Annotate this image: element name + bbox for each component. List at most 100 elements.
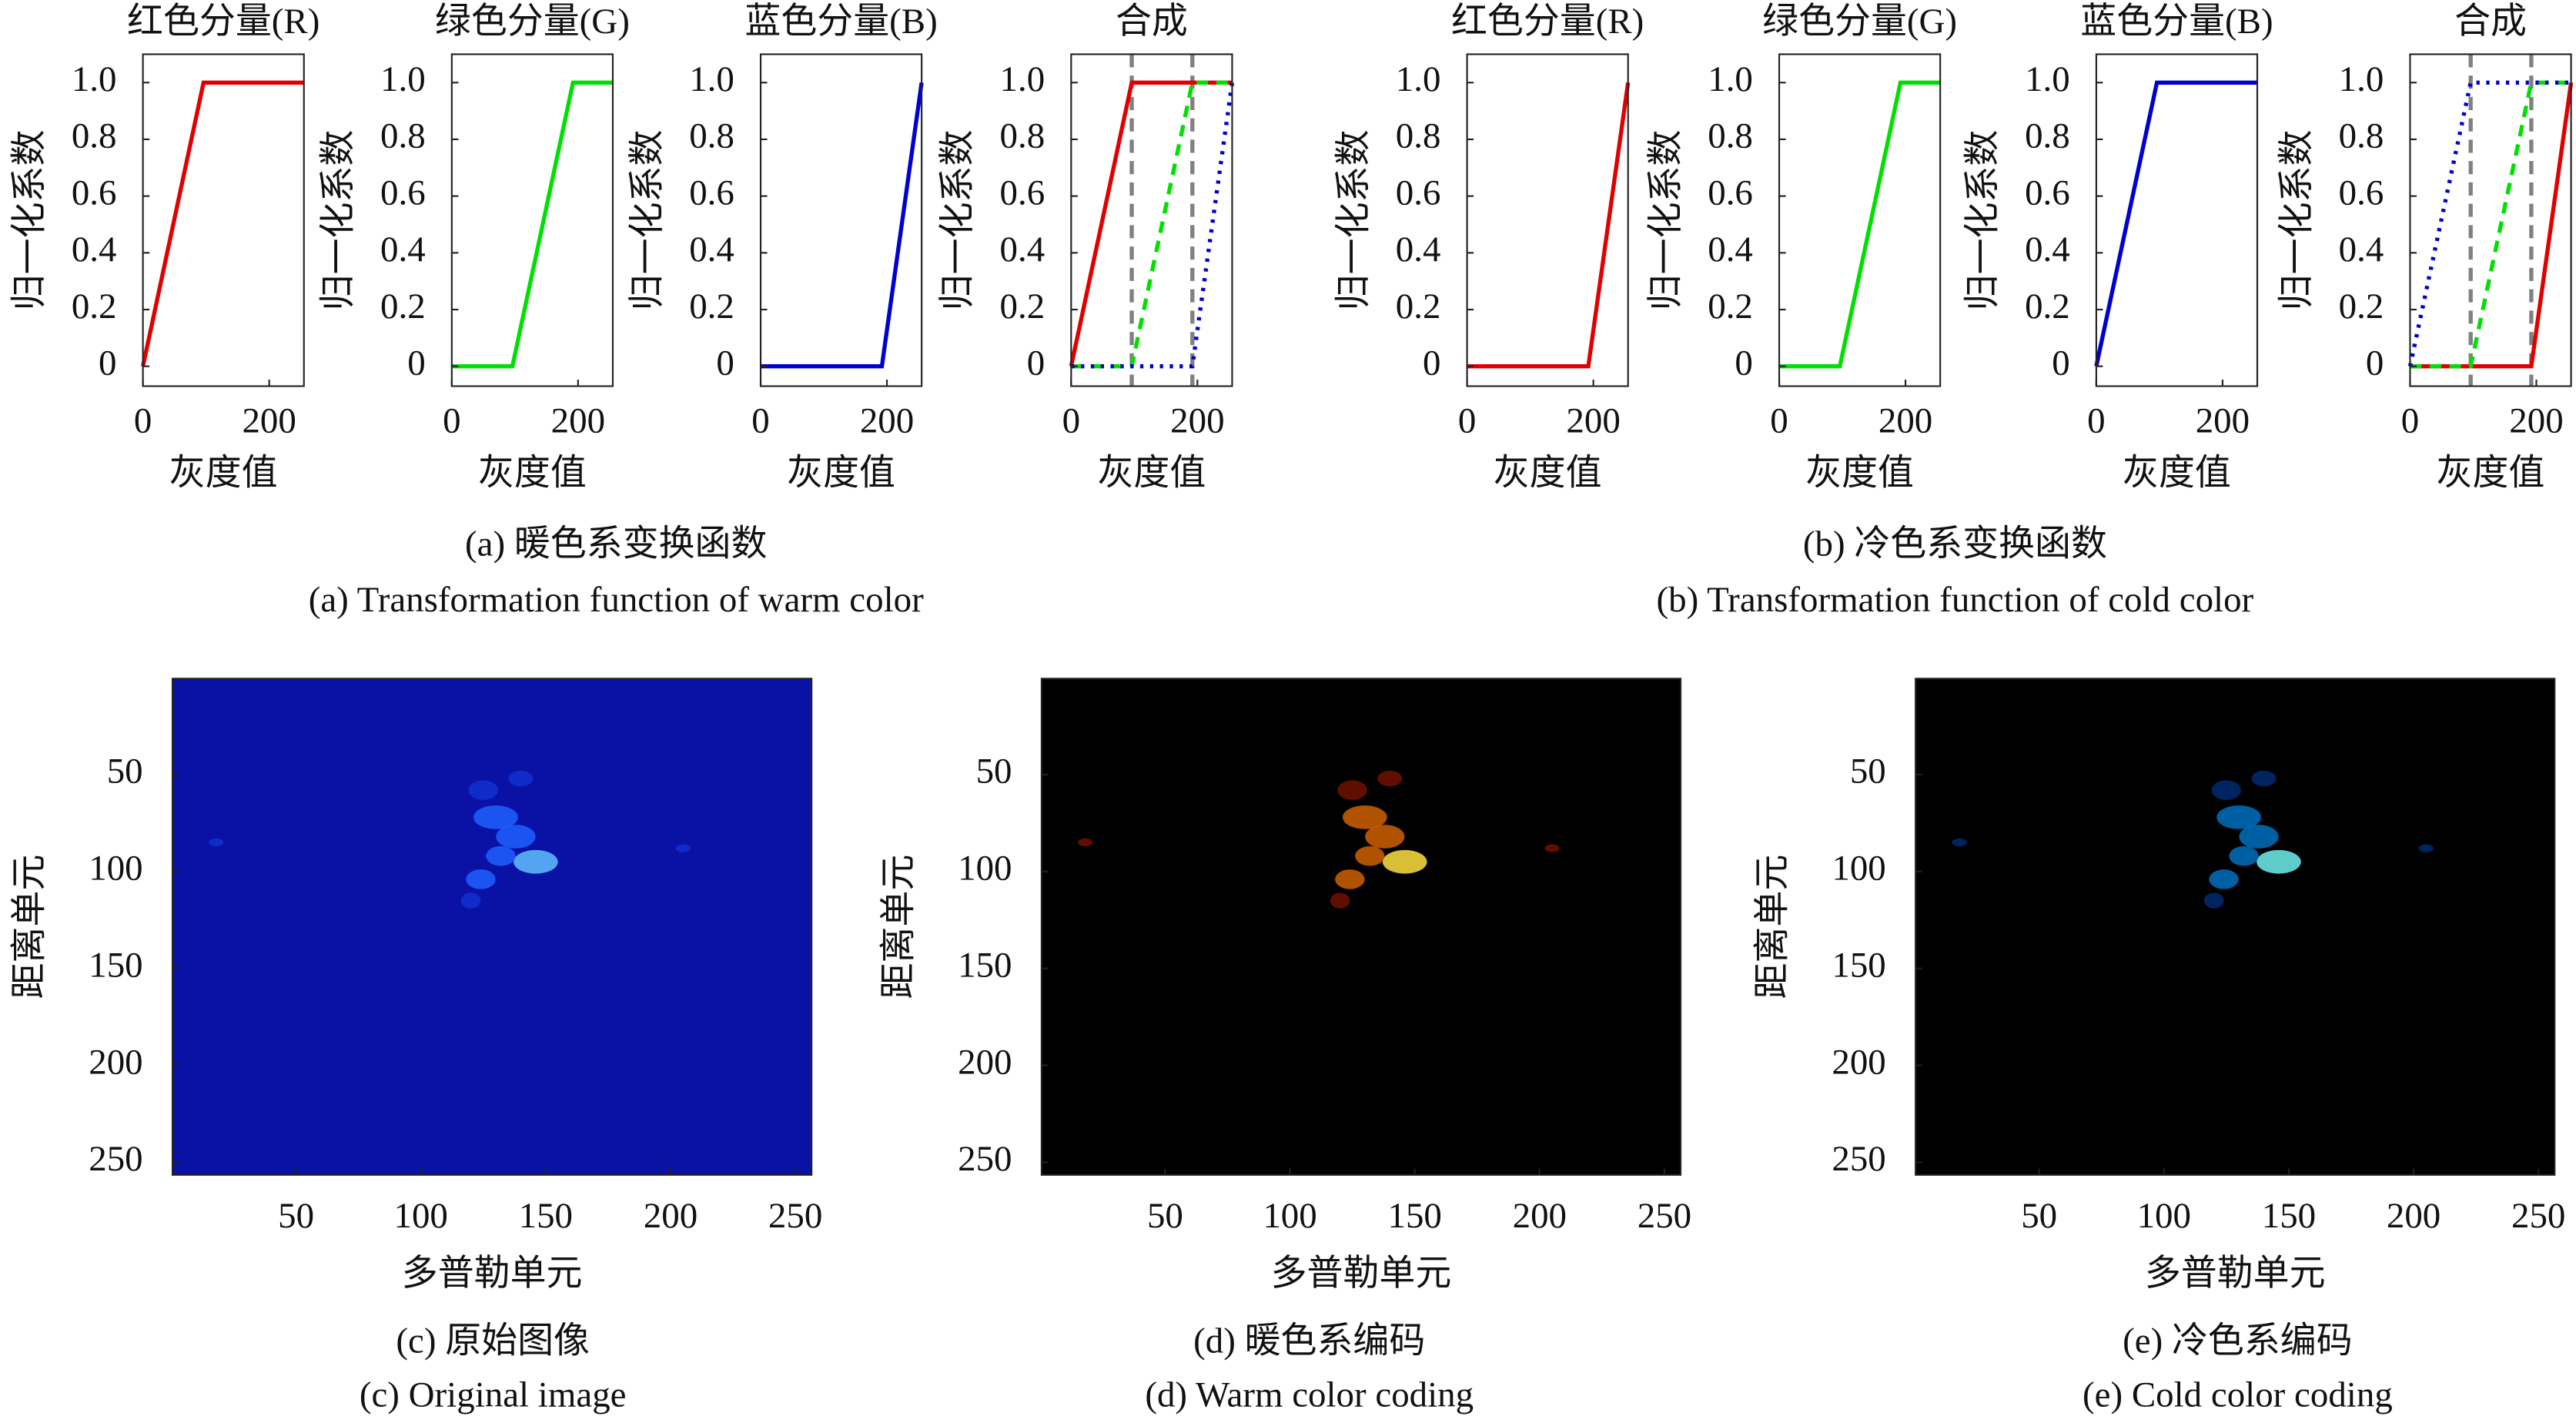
- y-tick-label: 0: [99, 343, 116, 383]
- x-tick-label: 200: [1170, 400, 1224, 440]
- y-tick-label: 0.8: [380, 116, 426, 156]
- image-blob: [2251, 770, 2277, 787]
- x-tick-label: 150: [1387, 1196, 1441, 1236]
- x-tick-label: 200: [551, 400, 605, 440]
- x-tick-label: 100: [1263, 1196, 1316, 1236]
- x-axis-label: 多普勒单元: [1271, 1254, 1452, 1294]
- image-blob: [675, 844, 691, 852]
- data-line: [141, 80, 304, 367]
- x-tick-label: 100: [393, 1196, 447, 1236]
- y-tick-label: 0.6: [689, 172, 734, 213]
- image-blob: [1544, 844, 1560, 852]
- y-tick-label: 0.8: [2025, 116, 2070, 156]
- y-axis-label: 距离单元: [9, 855, 49, 999]
- y-tick-label: 0.2: [380, 286, 426, 326]
- y-tick-label: 150: [958, 945, 1012, 985]
- caption: (e) Cold color coding: [2083, 1375, 2393, 1415]
- y-tick-label: 0.4: [1708, 229, 1753, 270]
- image-blob: [1382, 849, 1427, 874]
- y-axis-label: 归一化系数: [1333, 130, 1373, 311]
- x-tick-label: 150: [2262, 1196, 2316, 1236]
- y-tick-label: 0.8: [689, 116, 734, 156]
- x-tick-label: 0: [134, 400, 152, 440]
- y-tick-label: 0: [1027, 343, 1045, 383]
- caption: (e) 冷色系编码: [2123, 1321, 2353, 1361]
- image-blob: [1952, 838, 1967, 847]
- x-tick-label: 0: [2401, 400, 2419, 440]
- y-tick-label: 0.4: [2339, 229, 2384, 270]
- y-tick-label: 250: [958, 1139, 1012, 1179]
- caption: (a) Transformation function of warm colo…: [309, 580, 924, 620]
- y-tick-label: 0: [2366, 343, 2384, 383]
- chart-title: 合成: [2454, 2, 2527, 42]
- caption: (b) Transformation function of cold colo…: [1657, 580, 2254, 620]
- image-blob: [460, 892, 481, 909]
- chart-title: 蓝色分量(B): [2080, 2, 2273, 42]
- x-tick-label: 200: [860, 400, 914, 440]
- y-tick-label: 0.2: [1708, 286, 1753, 326]
- x-tick-label: 250: [2511, 1196, 2565, 1236]
- caption: (c) Original image: [360, 1375, 627, 1415]
- image-blob: [514, 849, 558, 874]
- data-line: [1071, 82, 1235, 369]
- caption: (d) 暖色系编码: [1193, 1321, 1425, 1361]
- x-tick-label: 0: [1062, 400, 1080, 440]
- y-tick-label: 0.8: [1396, 116, 1441, 156]
- x-tick-label: 100: [2137, 1196, 2191, 1236]
- x-tick-label: 200: [242, 400, 296, 440]
- plot-frame: [450, 53, 614, 387]
- plot-frame: [1070, 53, 1233, 387]
- y-tick-label: 0: [716, 343, 734, 383]
- y-tick-label: 100: [958, 849, 1012, 889]
- y-tick-label: 200: [1832, 1042, 1885, 1082]
- x-axis-label: 多普勒单元: [402, 1254, 583, 1294]
- y-tick-label: 0.4: [2025, 229, 2070, 270]
- y-tick-label: 0.8: [2339, 116, 2384, 156]
- y-tick-label: 0.4: [1396, 229, 1441, 270]
- x-tick-label: 200: [2509, 400, 2563, 440]
- plot-frame: [142, 53, 305, 387]
- y-tick-label: 100: [89, 849, 142, 889]
- image-blob: [209, 838, 224, 847]
- chart-title: 合成: [1116, 2, 1188, 42]
- y-tick-label: 0.6: [1396, 172, 1441, 213]
- x-tick-label: 200: [1566, 400, 1620, 440]
- y-axis-label: 归一化系数: [9, 130, 49, 311]
- x-axis-label: 灰度值: [169, 454, 278, 494]
- data-line: [2410, 82, 2574, 369]
- y-tick-label: 0.2: [2339, 286, 2384, 326]
- y-tick-label: 0.8: [1000, 116, 1045, 156]
- x-tick-label: 250: [1638, 1196, 1691, 1236]
- x-axis-label: 灰度值: [1097, 454, 1206, 494]
- image-blob: [1377, 770, 1403, 787]
- y-tick-label: 0.6: [1000, 172, 1045, 213]
- image-blob: [2418, 844, 2434, 852]
- y-tick-label: 250: [89, 1139, 142, 1179]
- plot-frame: [1466, 53, 1629, 387]
- image-blob: [1337, 780, 1367, 800]
- plot-frame: [171, 678, 813, 1176]
- x-tick-label: 50: [1147, 1196, 1183, 1236]
- x-axis-label: 灰度值: [787, 454, 895, 494]
- plot-frame: [1778, 53, 1942, 387]
- image-blob: [2216, 805, 2261, 829]
- y-tick-label: 0.2: [689, 286, 734, 326]
- x-axis-label: 灰度值: [2437, 454, 2545, 494]
- image-blob: [2257, 849, 2301, 874]
- image-blob: [1365, 825, 1405, 849]
- chart-title: 蓝色分量(B): [744, 2, 937, 42]
- x-tick-label: 50: [278, 1196, 314, 1236]
- data-line: [451, 80, 613, 369]
- y-tick-label: 0.2: [1396, 286, 1441, 326]
- x-tick-label: 50: [2021, 1196, 2057, 1236]
- image-background: [1915, 678, 2555, 1175]
- y-tick-label: 0.6: [2025, 172, 2070, 213]
- caption: (c) 原始图像: [396, 1321, 590, 1361]
- y-tick-label: 50: [976, 752, 1012, 792]
- y-tick-label: 50: [1850, 752, 1886, 792]
- y-tick-label: 0: [1735, 343, 1752, 383]
- chart-title: 绿色分量(G): [435, 2, 630, 42]
- y-tick-label: 0.4: [1000, 229, 1045, 270]
- x-tick-label: 200: [1878, 400, 1932, 440]
